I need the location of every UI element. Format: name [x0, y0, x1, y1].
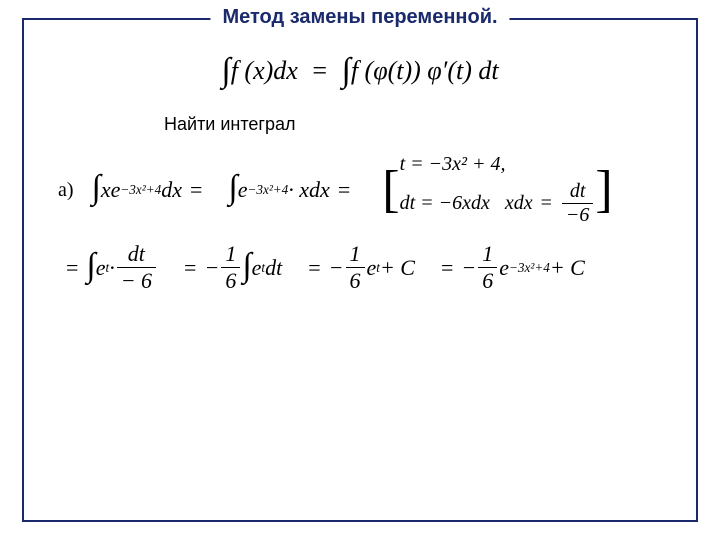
- seg-2: ∫ e−3x²+4 · xdx =: [228, 171, 358, 209]
- integral-icon: ∫: [86, 247, 95, 285]
- frac-16b: 1 6: [346, 241, 365, 294]
- equals-sign: =: [190, 177, 202, 203]
- e-final: e: [499, 255, 509, 281]
- seg2-tail: · xdx: [288, 177, 330, 203]
- e-t: e: [252, 255, 262, 281]
- frac-d: − 6: [117, 268, 156, 294]
- integral-icon: ∫: [92, 169, 101, 207]
- frac-dt6b: dt − 6: [117, 241, 156, 294]
- frac-d: −6: [562, 204, 594, 227]
- bracket-right-icon: ]: [595, 164, 612, 216]
- plus-c: + C: [380, 255, 415, 281]
- frac-d: 6: [221, 268, 240, 294]
- example-row-2: = ∫ et · dt − 6 = − 1 6 ∫ et dt: [58, 241, 676, 294]
- frac-16a: 1 6: [221, 241, 240, 294]
- title-wrap: Метод замены переменной.: [210, 6, 509, 29]
- frac-16c: 1 6: [478, 241, 497, 294]
- slide-content: ∫f (x)dx = ∫f (φ(t)) φ′(t) dt Найти инте…: [24, 20, 696, 314]
- e-t: e: [96, 255, 106, 281]
- minus: −: [461, 255, 476, 281]
- dt-mid: xdx: [505, 192, 533, 215]
- seg-r2-2: = − 1 6 ∫ et dt: [176, 241, 282, 294]
- seg1-exp: −3x²+4: [120, 182, 161, 198]
- equals-sign: =: [541, 192, 552, 215]
- frac-d: 6: [346, 268, 365, 294]
- seg-1: ∫ xe−3x²+4 dx =: [92, 171, 211, 209]
- bracket-content: t = −3x² + 4, dt = −6xdx xdx = dt −6: [400, 153, 596, 227]
- plus-c: + C: [550, 255, 585, 281]
- frac-n: dt: [562, 180, 594, 204]
- substitution-bracket: [ t = −3x² + 4, dt = −6xdx xdx = dt −6: [382, 153, 613, 227]
- example-row-1: а) ∫ xe−3x²+4 dx = ∫ e−3x²+4 · xdx = [ t…: [44, 153, 676, 227]
- equals-sign: =: [184, 255, 196, 281]
- formula-left: f (x)dx: [231, 56, 298, 85]
- equals-sign: =: [441, 255, 453, 281]
- integral-icon: ∫: [341, 52, 350, 90]
- slide-title: Метод замены переменной.: [222, 6, 497, 29]
- minus: −: [329, 255, 344, 281]
- main-formula: ∫f (x)dx = ∫f (φ(t)) φ′(t) dt: [44, 54, 676, 92]
- frac-n: dt: [117, 241, 156, 268]
- equals-sign: =: [338, 177, 350, 203]
- equals-sign: =: [66, 255, 78, 281]
- equals-sign: =: [312, 56, 327, 85]
- frac-n: 1: [478, 241, 497, 268]
- seg-r2-4: = − 1 6 e−3x²+4 + C: [433, 241, 585, 294]
- seg1-tail: dx: [161, 177, 182, 203]
- formula-right: f (φ(t)) φ′(t) dt: [351, 56, 499, 85]
- seg1-base: xe: [101, 177, 121, 203]
- frac-dt6: dt −6: [562, 180, 594, 227]
- integral-icon: ∫: [221, 52, 230, 90]
- dot: ·: [109, 255, 115, 281]
- bracket-left-icon: [: [382, 164, 399, 216]
- frac-n: 1: [221, 241, 240, 268]
- dt: dt: [265, 255, 282, 281]
- seg-r2-1: = ∫ et · dt − 6: [58, 241, 158, 294]
- label-a: а): [58, 179, 74, 202]
- equals-sign: =: [308, 255, 320, 281]
- bracket-row-dt: dt = −6xdx xdx = dt −6: [400, 180, 596, 227]
- seg2-exp: −3x²+4: [247, 182, 288, 198]
- e-final-exp: −3x²+4: [509, 260, 550, 276]
- integral-icon: ∫: [242, 247, 251, 285]
- frac-n: 1: [346, 241, 365, 268]
- dt-left: dt = −6xdx: [400, 192, 490, 215]
- bracket-row-t: t = −3x² + 4,: [400, 153, 596, 176]
- integral-icon: ∫: [228, 169, 237, 207]
- seg2-base: e: [238, 177, 248, 203]
- subtitle: Найти интеграл: [164, 114, 676, 135]
- e-t: e: [367, 255, 377, 281]
- seg-r2-3: = − 1 6 et + C: [300, 241, 415, 294]
- frac-d: 6: [478, 268, 497, 294]
- minus: −: [204, 255, 219, 281]
- slide-frame: Метод замены переменной. ∫f (x)dx = ∫f (…: [22, 18, 698, 522]
